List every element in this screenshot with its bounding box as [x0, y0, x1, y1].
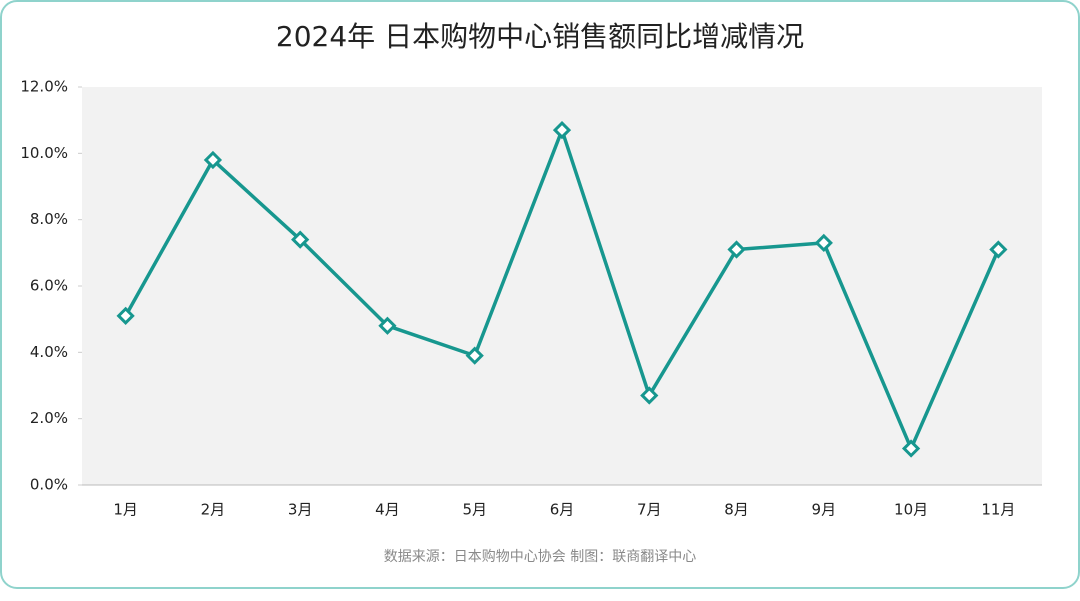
x-tick-label: 2月: [201, 501, 226, 519]
plot-area: [82, 87, 1042, 485]
data-marker: [552, 120, 572, 140]
y-tick-label: 2.0%: [30, 409, 68, 427]
data-marker: [291, 230, 310, 249]
x-tick-label: 3月: [288, 501, 313, 519]
y-tick-label: 4.0%: [30, 343, 68, 361]
x-tick-label: 9月: [812, 501, 837, 519]
data-marker: [203, 150, 223, 170]
y-tick-label: 12.0%: [20, 78, 68, 96]
source-note: 数据来源：日本购物中心协会 制图：联商翻译中心: [384, 549, 696, 565]
y-tick-label: 10.0%: [20, 144, 68, 162]
chart-title: 2024年 日本购物中心销售额同比增减情况: [276, 20, 804, 53]
data-marker: [640, 386, 659, 405]
data-marker: [901, 439, 921, 458]
data-marker: [378, 316, 397, 335]
x-tick-label: 5月: [462, 501, 487, 519]
y-tick-label: 0.0%: [30, 476, 68, 494]
x-tick-label: 11月: [981, 501, 1015, 519]
data-marker: [814, 233, 833, 253]
x-tick-label: 6月: [550, 501, 575, 519]
y-tick-label: 6.0%: [30, 277, 68, 295]
data-marker: [727, 240, 746, 259]
data-marker: [116, 306, 135, 325]
data-marker: [465, 346, 484, 365]
x-tick-label: 10月: [894, 501, 928, 519]
x-tick-label: 4月: [375, 501, 400, 519]
data-marker: [989, 240, 1008, 259]
x-tick-label: 7月: [637, 501, 662, 519]
y-tick-label: 8.0%: [30, 210, 68, 228]
x-tick-label: 8月: [724, 501, 749, 519]
x-tick-label: 1月: [113, 501, 138, 519]
